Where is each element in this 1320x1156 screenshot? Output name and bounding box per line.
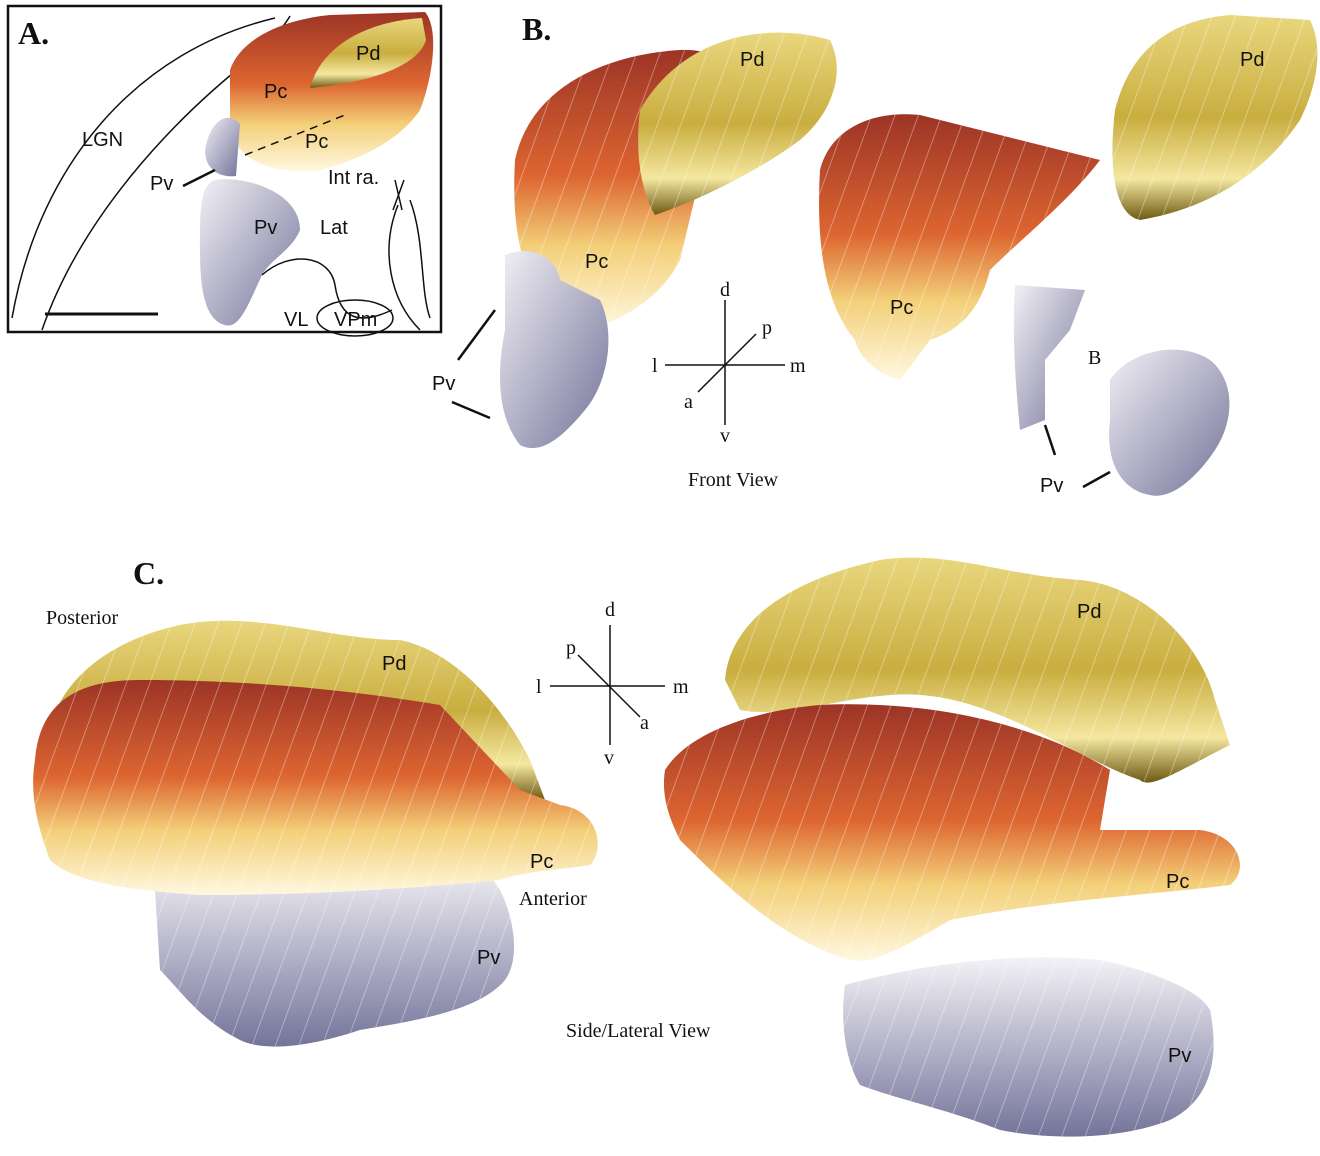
label: Posterior xyxy=(46,607,119,629)
label: v xyxy=(720,425,730,447)
pv-pointer xyxy=(1045,425,1055,455)
pv-front-strip xyxy=(1014,285,1085,430)
label: C. xyxy=(133,555,164,591)
label: l xyxy=(652,355,658,377)
label: Pd xyxy=(382,653,406,675)
label: m xyxy=(790,355,806,377)
label: Pd xyxy=(1077,601,1101,623)
label: Pv xyxy=(150,173,173,195)
pv-front-right xyxy=(1109,350,1229,496)
label: VPm xyxy=(334,309,377,331)
label: Pv xyxy=(432,373,455,395)
label: LGN xyxy=(82,129,123,151)
label: Pv xyxy=(1040,475,1063,497)
label: a xyxy=(684,391,693,413)
label: Side/Lateral View xyxy=(566,1020,711,1042)
label: Pc xyxy=(530,851,553,873)
label: VL xyxy=(284,309,308,331)
label: B xyxy=(1088,347,1101,369)
slice-lines xyxy=(33,680,598,895)
pv-pointer xyxy=(452,402,490,418)
label: Pc xyxy=(585,251,608,273)
label: m xyxy=(673,676,689,698)
label: Pc xyxy=(1166,871,1189,893)
label: Pc xyxy=(890,297,913,319)
label: v xyxy=(604,747,614,769)
slice-lines xyxy=(843,957,1213,1136)
label: A. xyxy=(18,15,49,51)
label: l xyxy=(536,676,542,698)
label: Pc xyxy=(305,131,328,153)
label: Pd xyxy=(1240,49,1264,71)
figure: A. Pd Pc Pc LGN Pv Int ra. Pv Lat VL VPm… xyxy=(0,0,1320,1156)
slice-lines xyxy=(1112,15,1317,220)
pv-pointer xyxy=(458,310,495,360)
label: d xyxy=(720,279,730,301)
label: Pd xyxy=(356,43,380,65)
label: B. xyxy=(522,11,551,47)
label: Int ra. xyxy=(328,167,379,189)
label: Pv xyxy=(477,947,500,969)
label: Lat xyxy=(320,217,348,239)
label: Pc xyxy=(264,81,287,103)
label: Anterior xyxy=(519,888,587,910)
label: d xyxy=(605,599,615,621)
label: Pv xyxy=(254,217,277,239)
label: p xyxy=(566,637,576,659)
label: p xyxy=(762,317,772,339)
label: Front View xyxy=(688,469,779,491)
label: Pd xyxy=(740,49,764,71)
label: a xyxy=(640,712,649,734)
label: Pv xyxy=(1168,1045,1191,1067)
pv-pointer xyxy=(1083,472,1110,487)
